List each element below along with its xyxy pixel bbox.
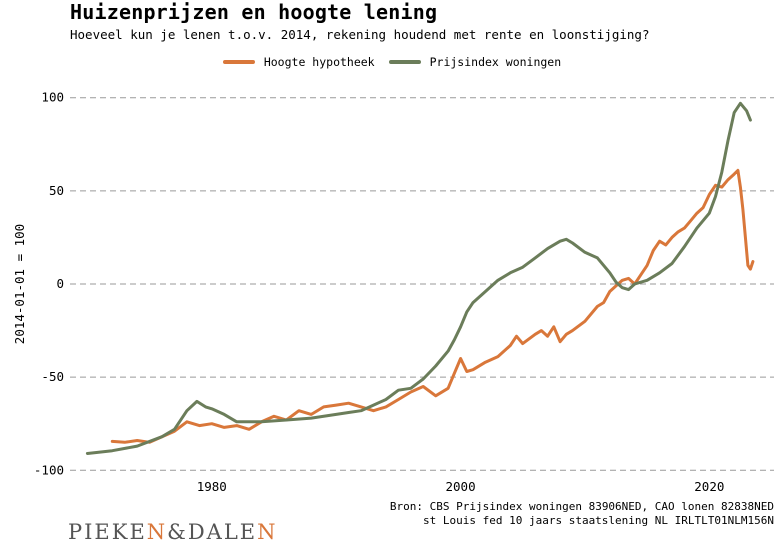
legend-item-hypotheek: Hoogte hypotheek <box>222 55 375 69</box>
legend-label-prijsindex: Prijsindex woningen <box>429 55 562 69</box>
y-tick-label--50: -50 <box>41 369 64 384</box>
logo-part-4: N <box>257 520 278 544</box>
legend: Hoogte hypotheek Prijsindex woningen <box>0 55 784 69</box>
source-line-1: Bron: CBS Prijsindex woningen 83906NED, … <box>389 500 774 513</box>
y-tick-label-0: 0 <box>56 276 64 291</box>
source-note: Bron: CBS Prijsindex woningen 83906NED, … <box>390 500 774 528</box>
legend-item-prijsindex: Prijsindex woningen <box>388 55 562 69</box>
source-line-2: st Louis fed 10 jaars staatslening NL IR… <box>423 514 774 527</box>
series-line-prijsindex-woningen <box>85 101 752 455</box>
legend-swatch-hypotheek <box>222 60 255 64</box>
legend-swatch-prijsindex <box>388 60 421 64</box>
pieken-dalen-logo: PIEKEN&DALEN <box>68 520 278 544</box>
x-tick-label-2000: 2000 <box>446 479 476 494</box>
logo-part-3: &DALE <box>167 520 258 544</box>
logo-part-1: PIEKE <box>68 520 147 544</box>
chart-title: Huizenprijzen en hoogte lening <box>70 0 438 24</box>
y-tick-label-100: 100 <box>41 90 64 105</box>
y-tick-label--100: -100 <box>34 462 64 477</box>
logo-part-2: N <box>146 520 168 544</box>
chart-subtitle: Hoeveel kun je lenen t.o.v. 2014, rekeni… <box>70 27 650 42</box>
y-tick-label-50: 50 <box>49 183 64 198</box>
series-line-hoogte-hypotheek <box>110 168 755 444</box>
x-tick-label-2020: 2020 <box>694 479 724 494</box>
x-tick-label-1980: 1980 <box>197 479 227 494</box>
y-axis-label: 2014-01-01 = 100 <box>12 224 27 344</box>
legend-label-hypotheek: Hoogte hypotheek <box>263 55 375 69</box>
